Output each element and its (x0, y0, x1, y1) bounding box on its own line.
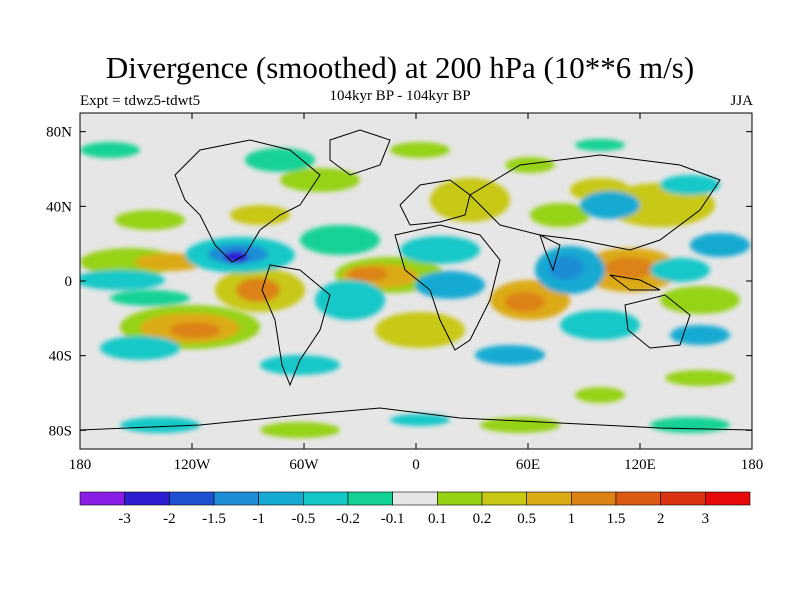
colorbar: -3 -2 -1.5 -1 -0.5 -0.2 -0.1 0.1 0.2 0.5 1 1.5 2 3 (79, 491, 751, 527)
field-blob (505, 157, 555, 173)
field-blob (530, 203, 590, 227)
lat-tick-label: 0 (65, 274, 73, 290)
lat-tick-label: 40N (46, 199, 72, 215)
colorbar-swatch (169, 491, 215, 506)
field-blob (690, 233, 750, 257)
field-blob (236, 278, 280, 302)
colorbar-swatch (615, 491, 661, 506)
field-blob (650, 258, 710, 282)
colorbar-label: 0.2 (473, 511, 492, 527)
colorbar-label: -1.5 (202, 511, 226, 527)
colorbar-swatch (79, 491, 125, 506)
colorbar-label: 1.5 (607, 511, 626, 527)
colorbar-swatch (437, 491, 483, 506)
field-blob (575, 139, 625, 151)
field-blob (110, 290, 190, 306)
colorbar-swatch (481, 491, 527, 506)
colorbar-label: -2 (163, 511, 176, 527)
lon-tick-label: 120W (174, 457, 212, 473)
coast-greenland (329, 129, 391, 176)
field-blob (660, 175, 720, 195)
colorbar-swatch (213, 491, 259, 506)
field-blob (120, 417, 200, 433)
colorbar-label: 0.1 (428, 511, 447, 527)
colorbar-swatch (124, 491, 170, 506)
coastlines (80, 129, 752, 431)
field-blob (260, 422, 340, 438)
field-blob (650, 417, 730, 433)
coast-indonesia (609, 274, 661, 291)
field-blob (505, 292, 545, 312)
coast-south-america (261, 264, 331, 387)
field-blob (280, 168, 360, 192)
lon-tick-label: 60E (516, 457, 540, 473)
colorbar-label: -1 (252, 511, 265, 527)
colorbar-label: 3 (702, 511, 710, 527)
field-blob (560, 310, 640, 340)
colorbar-swatch (303, 491, 349, 506)
field-blob (300, 225, 380, 255)
latitude-axis: 80N 40N 0 40S 80S (46, 125, 752, 439)
field-blob (245, 148, 315, 172)
field-blob (670, 325, 730, 345)
colorbar-swatch (526, 491, 572, 506)
field-blob (315, 280, 385, 320)
lon-tick-label: 120E (624, 457, 656, 473)
plot-title: Divergence (smoothed) at 200 hPa (10**6 … (105, 50, 695, 85)
colorbar-swatch (705, 491, 751, 506)
field-blob (390, 142, 450, 158)
field-blob (115, 210, 185, 230)
field-blob (170, 322, 220, 338)
lat-tick-label: 80S (49, 423, 72, 439)
colorbar-label: -0.2 (336, 511, 360, 527)
colorbar-label: 1 (568, 511, 576, 527)
coast-north-america (174, 139, 321, 263)
lon-tick-label: 60W (289, 457, 319, 473)
field-blob (100, 336, 180, 360)
field-blob (80, 142, 140, 158)
coast-asia (469, 154, 721, 251)
field-blob (260, 355, 340, 375)
field-blob (665, 370, 735, 386)
field-blob (415, 271, 485, 299)
field-blob (548, 256, 584, 280)
field-blob (605, 257, 655, 279)
field-blob (430, 178, 510, 222)
colorbar-label: 0.5 (517, 511, 536, 527)
field-blob (375, 312, 465, 348)
lon-tick-label: 0 (412, 457, 420, 473)
lat-tick-label: 40S (49, 349, 72, 365)
longitude-axis: 180 120W 60W 0 60E 120E 180 (69, 113, 764, 473)
field-blob (580, 191, 640, 219)
field-blob (80, 270, 165, 290)
colorbar-label: -0.5 (291, 511, 315, 527)
colorbar-swatch (660, 491, 706, 506)
lat-tick-label: 80N (46, 125, 72, 141)
coast-india (539, 234, 561, 272)
colorbar-label: 2 (657, 511, 665, 527)
coast-europe (399, 179, 471, 226)
coast-australia (624, 294, 691, 349)
field-blob (390, 414, 450, 426)
field-blob (400, 236, 480, 264)
lon-tick-label: 180 (69, 457, 92, 473)
coast-africa (394, 224, 501, 351)
colorbar-swatch (392, 491, 438, 506)
lon-tick-label: 180 (741, 457, 764, 473)
coast-antarctica (80, 407, 752, 431)
field-blob (480, 417, 560, 433)
colorbar-label: -3 (118, 511, 131, 527)
colorbar-swatch (571, 491, 617, 506)
field-blob (230, 205, 290, 225)
colorbar-swatch (258, 491, 304, 506)
season-label: JJA (730, 93, 753, 109)
field-blob (475, 345, 545, 365)
colorbar-swatch (347, 491, 393, 506)
colorbar-label: -0.1 (381, 511, 405, 527)
field-blob (575, 387, 625, 403)
field-blob (348, 267, 388, 281)
period-label: 104kyr BP - 104kyr BP (329, 88, 471, 104)
experiment-label: Expt = tdwz5-tdwt5 (80, 93, 201, 109)
